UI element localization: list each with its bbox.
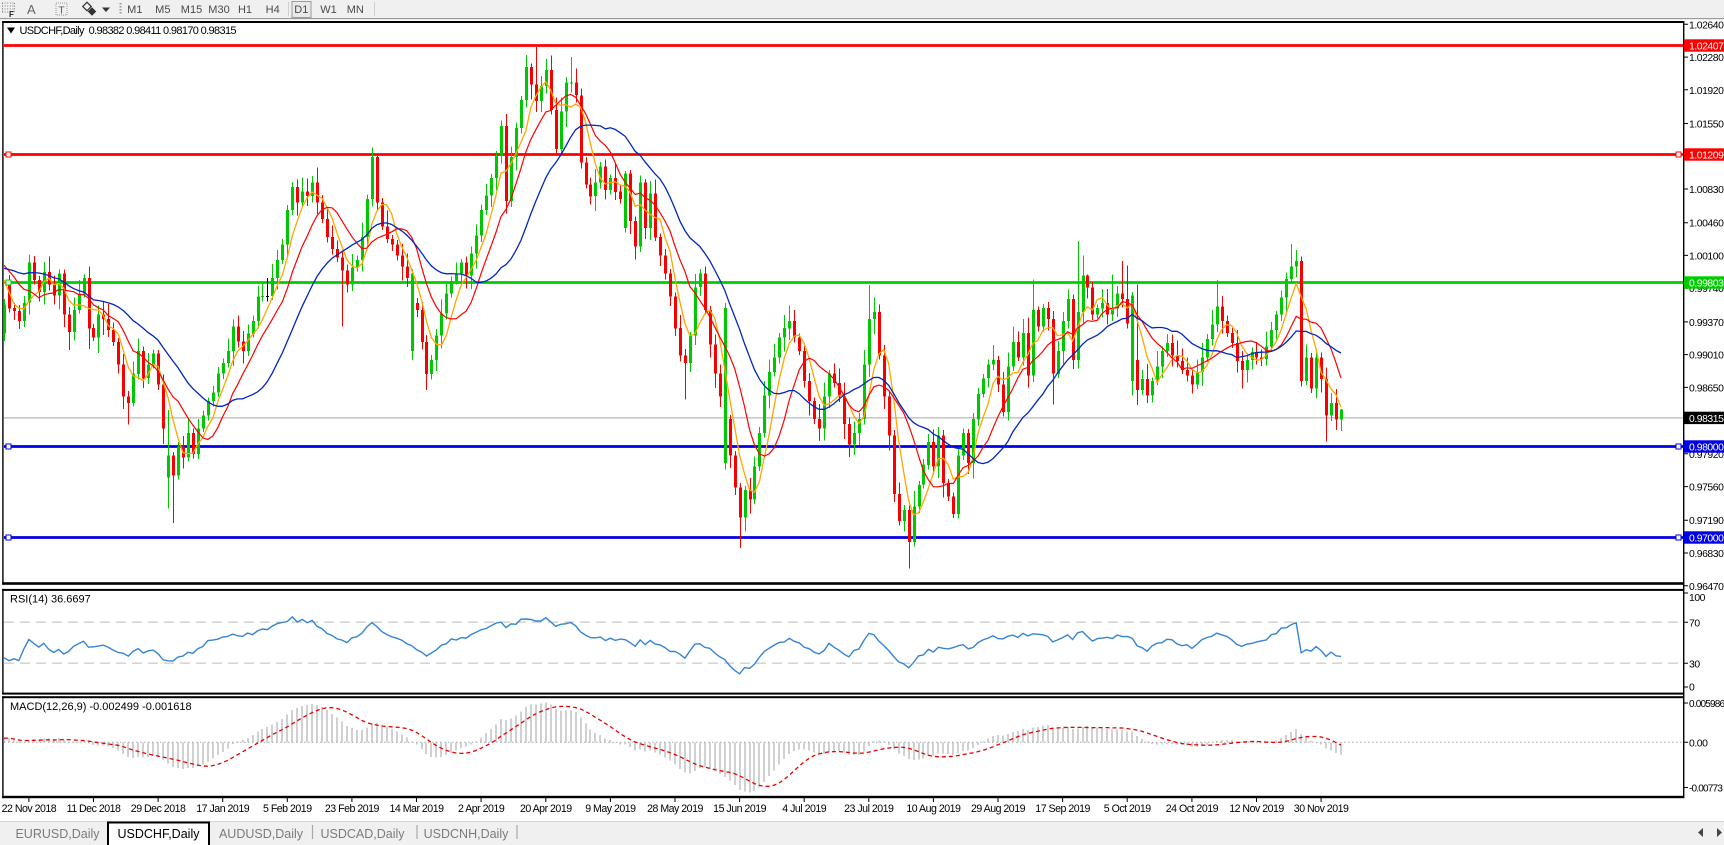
svg-text:0.99010: 0.99010 [1689,351,1724,362]
svg-text:1.00100: 1.00100 [1689,251,1724,262]
svg-text:1.02407: 1.02407 [1689,42,1724,53]
svg-text:10 Aug 2019: 10 Aug 2019 [906,803,961,815]
svg-text:12 Nov 2019: 12 Nov 2019 [1229,803,1284,815]
svg-text:20 Apr 2019: 20 Apr 2019 [520,803,572,815]
svg-text:1.02640: 1.02640 [1689,20,1724,31]
svg-text:0.97920: 0.97920 [1689,450,1724,461]
svg-text:EURUSD,Daily: EURUSD,Daily [15,827,100,841]
svg-text:0.005986: 0.005986 [1689,699,1724,710]
svg-text:17 Sep 2019: 17 Sep 2019 [1035,803,1090,815]
svg-text:1.01550: 1.01550 [1689,120,1724,131]
svg-text:A: A [27,2,36,17]
svg-text:-0.00773: -0.00773 [1689,784,1723,795]
svg-text:D1: D1 [294,4,308,16]
svg-text:1.00830: 1.00830 [1689,185,1724,196]
svg-text:5 Oct 2019: 5 Oct 2019 [1104,803,1151,815]
svg-text:M5: M5 [155,4,170,16]
svg-text:W1: W1 [320,4,337,16]
svg-text:30: 30 [1689,659,1700,670]
svg-text:0.98000: 0.98000 [1689,443,1724,454]
svg-text:H1: H1 [238,4,252,16]
svg-text:100: 100 [1689,593,1706,604]
svg-text:0.00: 0.00 [1689,738,1708,749]
svg-text:70: 70 [1689,619,1700,630]
svg-text:9 May 2019: 9 May 2019 [585,803,636,815]
svg-text:28 May 2019: 28 May 2019 [647,803,703,815]
svg-text:0.98650: 0.98650 [1689,383,1724,394]
svg-text:MN: MN [347,4,364,16]
svg-text:29 Dec 2018: 29 Dec 2018 [131,803,186,815]
svg-text:0.99370: 0.99370 [1689,318,1724,329]
svg-text:17 Jan 2019: 17 Jan 2019 [196,803,249,815]
svg-text:1.01209: 1.01209 [1689,151,1724,162]
svg-text:0.97560: 0.97560 [1689,483,1724,494]
svg-text:1.01920: 1.01920 [1689,86,1724,97]
svg-text:0.97190: 0.97190 [1689,516,1724,527]
svg-text:USDCHF,Daily 0.98382 0.98411: USDCHF,Daily 0.98382 0.98411 0.98170 0.9… [20,25,237,37]
svg-text:23 Feb 2019: 23 Feb 2019 [325,803,380,815]
svg-text:30 Nov 2019: 30 Nov 2019 [1294,803,1349,815]
svg-text:USDCNH,Daily: USDCNH,Daily [424,827,509,841]
svg-text:1.02280: 1.02280 [1689,53,1724,64]
svg-text:23 Jul 2019: 23 Jul 2019 [844,803,894,815]
svg-text:24 Oct 2019: 24 Oct 2019 [1166,803,1219,815]
svg-text:1.00460: 1.00460 [1689,219,1724,230]
svg-text:14 Mar 2019: 14 Mar 2019 [390,803,445,815]
svg-text:29 Aug 2019: 29 Aug 2019 [971,803,1026,815]
svg-text:4 Jul 2019: 4 Jul 2019 [782,803,826,815]
svg-text:0.96830: 0.96830 [1689,549,1724,560]
svg-text:M15: M15 [181,4,202,16]
svg-text:0.99740: 0.99740 [1689,284,1724,295]
svg-text:0.99803: 0.99803 [1689,279,1724,290]
svg-text:22 Nov 2018: 22 Nov 2018 [2,803,57,815]
svg-text:M30: M30 [208,4,229,16]
svg-text:USDCHF,Daily: USDCHF,Daily [118,827,201,841]
svg-text:15 Jun 2019: 15 Jun 2019 [713,803,766,815]
svg-text:0.97000: 0.97000 [1689,534,1724,545]
svg-text:USDCAD,Daily: USDCAD,Daily [320,827,405,841]
svg-text:F: F [9,10,14,19]
svg-text:2 Apr 2019: 2 Apr 2019 [458,803,505,815]
svg-text:0.96470: 0.96470 [1689,582,1724,593]
svg-text:0.98315: 0.98315 [1689,414,1724,425]
svg-text:H4: H4 [266,4,280,16]
svg-text:11 Dec 2018: 11 Dec 2018 [67,803,121,815]
svg-text:5 Feb 2019: 5 Feb 2019 [263,803,312,815]
svg-text:RSI(14) 36.6697: RSI(14) 36.6697 [10,594,91,606]
svg-text:AUDUSD,Daily: AUDUSD,Daily [219,827,304,841]
svg-text:M1: M1 [127,4,142,16]
svg-text:T: T [59,6,65,17]
svg-text:0: 0 [1689,683,1695,694]
svg-text:MACD(12,26,9) -0.002499 -0.001: MACD(12,26,9) -0.002499 -0.001618 [10,701,192,713]
